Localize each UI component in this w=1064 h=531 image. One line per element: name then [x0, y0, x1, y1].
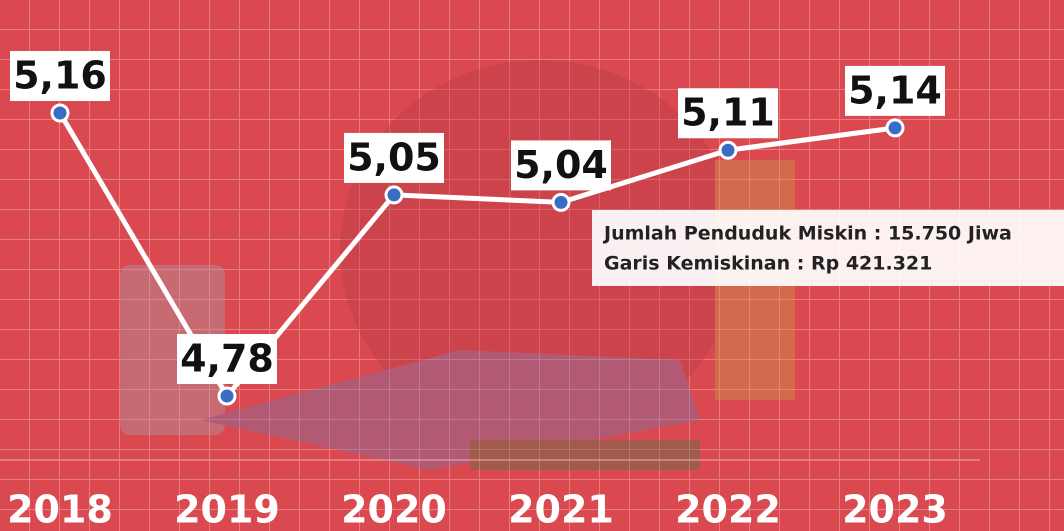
value-label-box: [678, 88, 778, 139]
value-label-box: [511, 140, 611, 191]
value-label: 5,16: [13, 54, 107, 98]
value-label: 5,14: [848, 68, 942, 112]
value-label-box: [177, 334, 277, 384]
point: [384, 185, 404, 205]
point: [551, 192, 571, 212]
value-label: 4,78: [180, 337, 274, 381]
x-tick-label: 2019: [174, 488, 280, 531]
tooltip-box: [592, 210, 1064, 286]
point: [885, 118, 905, 138]
tooltip-line: Garis Kemiskinan : Rp 421.321: [604, 253, 932, 275]
x-tick-label: 2022: [675, 488, 781, 531]
value-label: 5,04: [514, 143, 608, 187]
x-tick-label: 2020: [341, 488, 447, 531]
point: [217, 386, 237, 406]
value-label-box: [344, 132, 444, 183]
x-tick-label: 2023: [842, 488, 948, 531]
tooltip: Jumlah Penduduk Miskin : 15.750 Jiwa Gari…: [592, 210, 1064, 286]
value-label-box: [845, 65, 945, 116]
value-label: 5,11: [681, 91, 775, 135]
value-label: 5,05: [347, 135, 441, 179]
x-tick-label: 2018: [7, 488, 113, 531]
point: [718, 140, 738, 160]
x-tick-label: 2021: [508, 488, 614, 531]
point: [50, 103, 70, 123]
value-label-box: [10, 51, 110, 101]
tooltip-line: Jumlah Penduduk Miskin : 15.750 Jiwa: [602, 223, 1012, 245]
